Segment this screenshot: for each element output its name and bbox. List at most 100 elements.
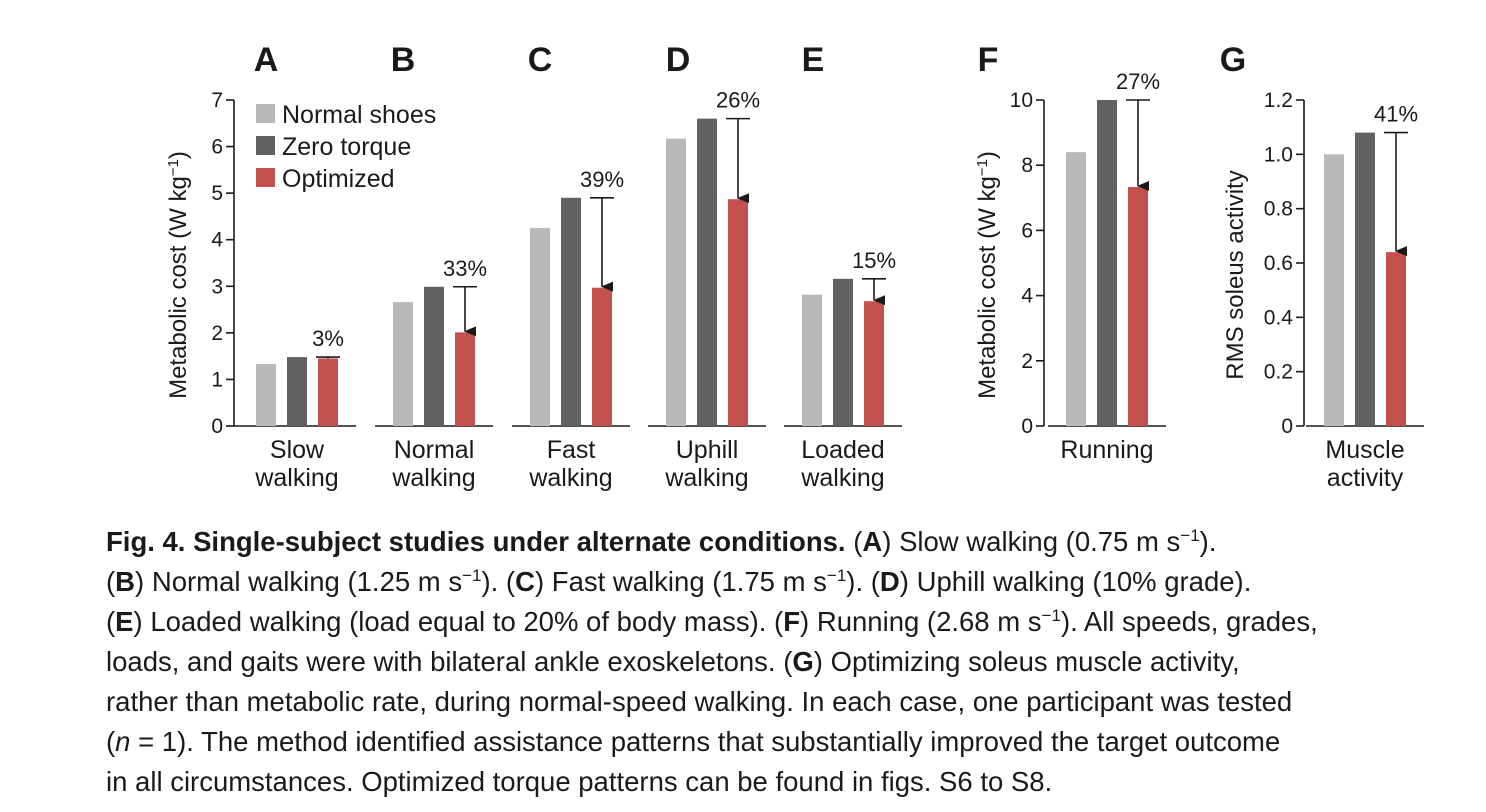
figure-caption: Fig. 4. Single-subject studies under alt… [106,522,1481,802]
y-axis-title: Metabolic cost (W kg−1) [974,151,1002,399]
panel-letter-b: B [391,41,416,79]
caption-panel-b: Normal walking (1.25 m s [151,566,463,597]
category-label: Uphill [676,436,739,464]
caption-panel-d: Uphill walking (10% grade). [916,566,1252,597]
caption-panel-c: Fast walking (1.75 m s [551,566,827,597]
category-label: Fast [547,436,596,464]
y-tick-label: 0 [1021,415,1033,438]
y-tick-label: 4 [1021,285,1033,308]
caption-panel-g: Optimizing soleus muscle activity, [830,646,1240,677]
category-label: Muscle [1325,436,1404,464]
legend-label: Optimized [282,165,395,193]
legend: Normal shoes Zero torque Optimized [256,101,436,193]
y-tick-label: 0.4 [1264,306,1294,329]
category-label: walking [391,464,475,492]
category-label: activity [1327,464,1404,492]
y-axis-title: Metabolic cost (W kg−1) [165,151,193,399]
category-label: walking [254,464,338,492]
category-label: Running [1060,436,1153,464]
panel-a: A 0 1 2 3 4 5 6 7 Metabolic cost (W kg−1) 3% Slowwa… [165,41,356,492]
reduction-label-c: 39% [580,167,624,192]
y-tick-label: 1.0 [1264,143,1293,166]
caption-line-3: (E) Loaded walking (load equal to 20% of… [106,606,1318,637]
bar-d-normal-shoes [666,138,686,426]
y-tick-label: 5 [211,182,223,205]
legend-swatch [256,104,275,123]
category-label: Normal [394,436,475,464]
bar-e-optimized [864,301,884,426]
y-tick-label: 0.6 [1264,252,1293,275]
caption-panel-e: Loaded walking (load equal to 20% of bod… [150,606,767,637]
caption-exponent: −1 [1180,526,1200,545]
caption-panel-a: Slow walking (0.75 m s [899,526,1181,557]
caption-line-5: rather than metabolic rate, during norma… [106,686,1293,717]
category-label: walking [528,464,612,492]
y-tick-label: 0 [211,415,223,438]
panel-g: G 0 0.2 0.4 0.6 0.8 1.0 1.2 RMS soleus activity 4… [1220,41,1424,492]
y-tick-label: 6 [1021,219,1033,242]
y-tick-label: 3 [211,275,223,298]
bar-a-zero-torque [287,357,307,426]
caption-line-7: in all circumstances. Optimized torque p… [106,766,1053,797]
bar-e-normal-shoes [802,294,822,426]
legend-label: Normal shoes [282,101,436,129]
bar-b-zero-torque [424,286,444,426]
caption-line-1: Fig. 4. Single-subject studies under alt… [106,526,1217,557]
caption-n-variable: n [115,726,131,757]
y-axis-title: RMS soleus activity [1222,170,1249,379]
y-tick-label: 2 [1021,350,1033,373]
bar-a-normal-shoes [256,364,276,426]
panel-letter-e: E [802,41,825,79]
panel-f: F 0 2 4 6 8 10 Metabolic cost (W kg−1) 27% Runnin… [974,41,1166,464]
legend-swatch [256,136,275,155]
bar-f-normal-shoes [1066,152,1086,426]
caption-line-6: (n = 1). The method identified assistanc… [106,726,1281,757]
panel-letter-a: A [254,41,279,79]
panel-letter-f: F [978,41,999,79]
y-tick-label: 1.2 [1264,89,1293,112]
caption-panel-f: Running (2.68 m s [816,606,1042,637]
panel-letter-c: C [528,41,553,79]
bar-b-normal-shoes [393,302,413,426]
y-tick-label: 6 [211,136,223,159]
bar-a-optimized [318,358,338,426]
reduction-label-f: 27% [1116,69,1160,94]
reduction-label-b: 33% [443,256,487,281]
bar-e-zero-torque [833,278,853,426]
bar-g-optimized [1386,252,1406,426]
y-tick-label: 8 [1021,154,1033,177]
bar-c-zero-torque [561,197,581,426]
y-tick-label: 0.2 [1264,361,1293,384]
reduction-label-a: 3% [312,326,344,351]
bar-g-normal-shoes [1324,154,1344,427]
caption-line-2: (B) Normal walking (1.25 m s−1). (C) Fas… [106,566,1252,597]
y-tick-label: 10 [1010,89,1033,112]
reduction-label-e: 15% [852,248,896,273]
y-tick-label: 1 [211,368,223,391]
y-tick-label: 2 [211,322,223,345]
panel-letter-d: D [666,41,691,79]
bar-d-optimized [728,199,748,426]
reduction-label-g: 41% [1374,102,1418,127]
bar-f-zero-torque [1097,100,1117,426]
caption-lead: Fig. 4. Single-subject studies under alt… [106,526,846,557]
bar-d-zero-torque [697,118,717,426]
reduction-label-d: 26% [716,88,760,113]
legend-swatch [256,168,275,187]
caption-line-4: loads, and gaits were with bilateral ank… [106,646,1240,677]
legend-label: Zero torque [282,133,411,161]
y-tick-label: 0 [1281,415,1293,438]
bar-f-optimized [1128,187,1148,426]
category-label: walking [800,464,884,492]
category-label: Loaded [801,436,884,464]
y-tick-label: 7 [211,89,223,112]
bar-g-zero-torque [1355,132,1375,426]
bar-b-optimized [455,332,475,426]
y-tick-label: 4 [211,229,223,252]
bar-c-optimized [592,287,612,426]
